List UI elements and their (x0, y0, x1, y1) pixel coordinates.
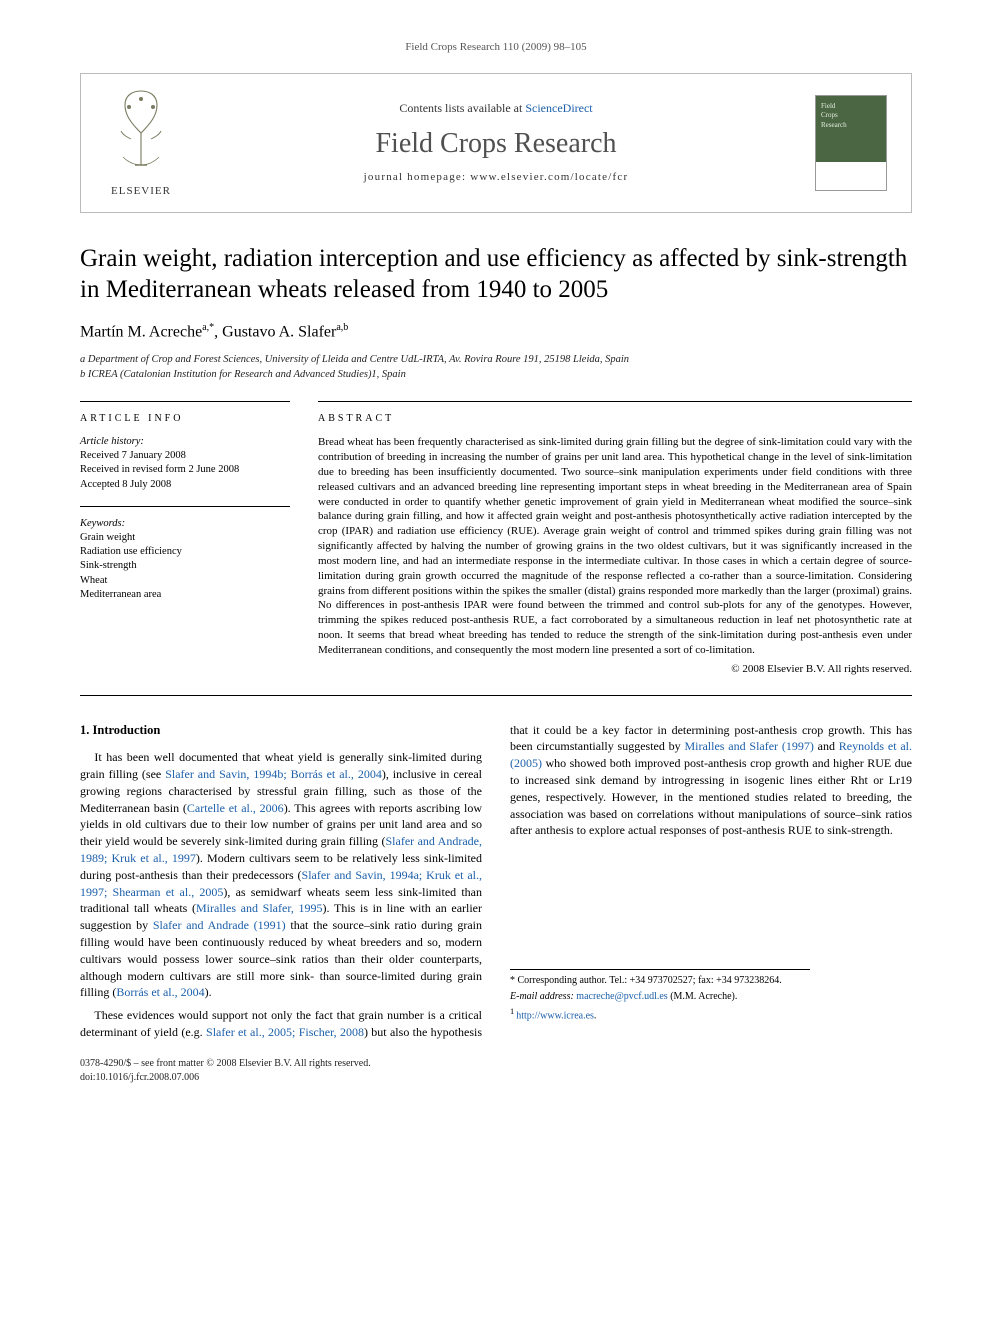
keyword-4: Wheat (80, 574, 290, 588)
keyword-2: Radiation use efficiency (80, 545, 290, 559)
cover-line-2: Crops (821, 111, 881, 120)
icrea-link[interactable]: http://www.icrea.es (516, 1011, 594, 1022)
ref-slafer-andrade-1991[interactable]: Slafer and Andrade (1991) (153, 918, 286, 932)
author-2: , Gustavo A. Slafer (214, 324, 336, 341)
ref-miralles-slafer-1997[interactable]: Miralles and Slafer (1997) (684, 739, 813, 753)
abstract-column: ABSTRACT Bread wheat has been frequently… (318, 401, 912, 677)
journal-name: Field Crops Research (207, 125, 785, 163)
article-history: Article history: Received 7 January 2008… (80, 435, 290, 492)
email-line: E-mail address: macreche@pvcf.udl.es (M.… (510, 990, 810, 1004)
journal-masthead: ELSEVIER Contents lists available at Sci… (80, 73, 912, 213)
author-1: Martín M. Acreche (80, 324, 202, 341)
elsevier-wordmark: ELSEVIER (107, 184, 175, 199)
journal-cover-region: Field Crops Research (791, 74, 911, 212)
corresponding-author-note: * Corresponding author. Tel.: +34 973702… (510, 974, 810, 988)
journal-homepage: journal homepage: www.elsevier.com/locat… (207, 170, 785, 185)
p3-text-c: and (814, 739, 839, 753)
abstract-text: Bread wheat has been frequently characte… (318, 435, 912, 658)
keyword-5: Mediterranean area (80, 588, 290, 602)
p2-text-c: ). (205, 985, 212, 999)
footer-meta: 0378-4290/$ – see front matter © 2008 El… (80, 1057, 912, 1085)
ref-miralles-slafer[interactable]: Miralles and Slafer, (196, 901, 294, 915)
keyword-3: Sink-strength (80, 559, 290, 573)
footnotes: * Corresponding author. Tel.: +34 973702… (510, 969, 810, 1023)
author-2-affil-sup: a,b (336, 322, 348, 333)
revised-date: Received in revised form 2 June 2008 (80, 463, 290, 477)
author-1-affil-sup: a,* (202, 322, 214, 333)
contents-available-line: Contents lists available at ScienceDirec… (207, 100, 785, 116)
contents-prefix: Contents lists available at (399, 101, 525, 115)
ref-slafer-2005-fischer-2008[interactable]: Slafer et al., 2005; Fischer, 2008 (206, 1025, 364, 1039)
email-label: E-mail address: (510, 991, 576, 1002)
section-1-heading: 1. Introduction (80, 722, 482, 740)
intro-para-1: It has been well documented that wheat y… (80, 749, 482, 1001)
p3-text-d: who showed both improved post-anthesis c… (510, 756, 912, 837)
article-body: 1. Introduction It has been well documen… (80, 722, 912, 1041)
cover-line-3: Research (821, 121, 881, 130)
article-info-column: ARTICLE INFO Article history: Received 7… (80, 401, 290, 677)
ref-cartelle-2006[interactable]: Cartelle et al., 2006 (187, 801, 284, 815)
ref-borras-2004[interactable]: Borrás et al., 2004 (116, 985, 204, 999)
article-title: Grain weight, radiation interception and… (80, 243, 912, 306)
cover-line-1: Field (821, 102, 881, 111)
affiliation-a: a Department of Crop and Forest Sciences… (80, 353, 912, 368)
abstract-copyright: © 2008 Elsevier B.V. All rights reserved… (318, 662, 912, 677)
keywords-label: Keywords: (80, 517, 290, 531)
history-label: Article history: (80, 435, 290, 449)
footnote-1: 1 http://www.icrea.es. (510, 1006, 810, 1023)
journal-cover-thumb: Field Crops Research (815, 95, 887, 191)
elsevier-tree-icon (107, 87, 175, 182)
ref-miralles-slafer-1995b[interactable]: 1995 (299, 901, 323, 915)
email-tail: (M.M. Acreche). (668, 991, 738, 1002)
ref-slafer-savin-1994b[interactable]: Slafer and Savin, 1994b; Borrás et al., … (165, 767, 382, 781)
abstract-heading: ABSTRACT (318, 412, 912, 426)
affiliations: a Department of Crop and Forest Sciences… (80, 353, 912, 382)
article-info-heading: ARTICLE INFO (80, 412, 290, 426)
info-divider (80, 506, 290, 507)
keyword-1: Grain weight (80, 531, 290, 545)
footnote-1-tail: . (594, 1011, 597, 1022)
running-head: Field Crops Research 110 (2009) 98–105 (80, 40, 912, 55)
received-date: Received 7 January 2008 (80, 449, 290, 463)
sciencedirect-link[interactable]: ScienceDirect (525, 101, 592, 115)
publisher-logo-region: ELSEVIER (81, 74, 201, 212)
affiliation-b: b ICREA (Catalonian Institution for Rese… (80, 368, 912, 383)
corresponding-email-link[interactable]: macreche@pvcf.udl.es (576, 991, 667, 1002)
keywords-block: Keywords: Grain weight Radiation use eff… (80, 517, 290, 602)
author-list: Martín M. Acrechea,*, Gustavo A. Slafera… (80, 321, 912, 343)
issn-line: 0378-4290/$ – see front matter © 2008 El… (80, 1057, 912, 1071)
accepted-date: Accepted 8 July 2008 (80, 478, 290, 492)
section-divider (80, 695, 912, 696)
doi-line: doi:10.1016/j.fcr.2008.07.006 (80, 1071, 912, 1085)
